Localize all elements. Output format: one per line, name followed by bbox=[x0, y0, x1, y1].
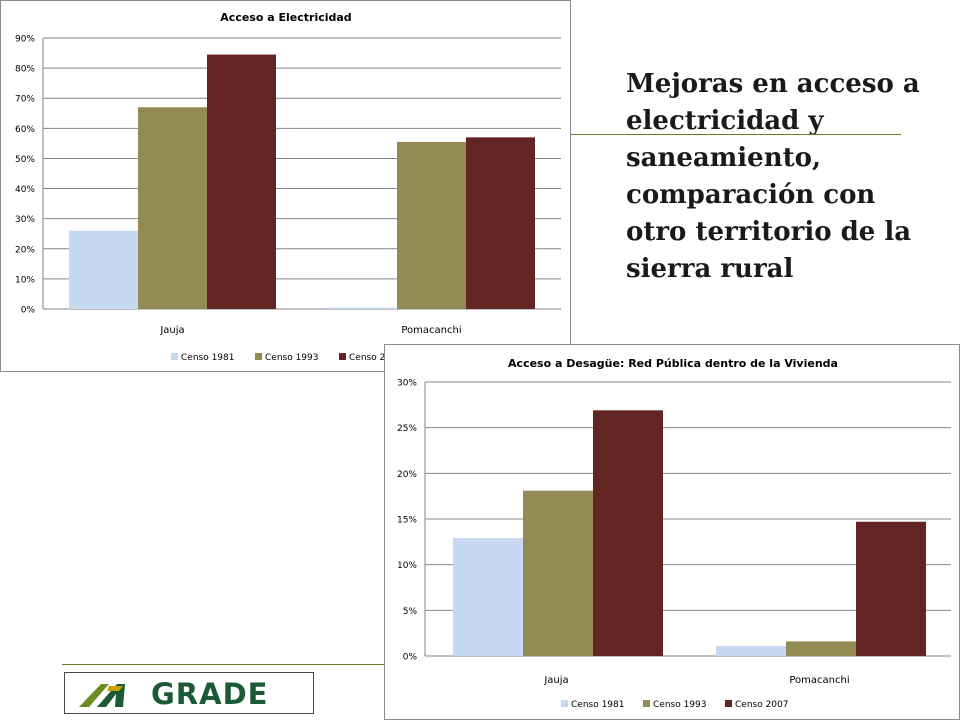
chart-title: Acceso a Desagüe: Red Pública dentro de … bbox=[508, 357, 838, 370]
bar-jauja-censo-1981 bbox=[453, 538, 523, 656]
grade-logo-icon bbox=[79, 684, 125, 707]
bar-pomacanchi-censo-2007 bbox=[466, 137, 535, 309]
legend-label: Censo 2007 bbox=[735, 700, 789, 710]
y-tick-label: 90% bbox=[15, 35, 35, 45]
y-tick-label: 40% bbox=[15, 185, 35, 195]
title-divider bbox=[571, 134, 901, 135]
electricity-chart: Acceso a Electricidad 0% 10% 20% 30% 40% 50% 60… bbox=[0, 0, 571, 372]
legend-label: Censo 1993 bbox=[653, 700, 707, 710]
x-category-label: Pomacanchi bbox=[789, 675, 849, 686]
y-tick-label: 0% bbox=[403, 653, 418, 663]
bar-jauja-censo-1993 bbox=[138, 107, 207, 309]
y-tick-label: 30% bbox=[15, 215, 35, 225]
bar-jauja-censo-1993 bbox=[523, 490, 593, 656]
y-tick-label: 15% bbox=[397, 516, 417, 526]
legend-swatch bbox=[561, 700, 568, 707]
bar-pomacanchi-censo-1993 bbox=[786, 641, 856, 656]
y-tick-label: 25% bbox=[397, 424, 417, 434]
legend-label: Censo 2007 bbox=[349, 353, 403, 363]
legend-label: Censo 1993 bbox=[265, 353, 319, 363]
grade-logo: GRADE bbox=[64, 672, 314, 714]
bar-pomacanchi-censo-1981 bbox=[328, 307, 397, 309]
y-tick-label: 0% bbox=[21, 306, 36, 316]
y-tick-label: 20% bbox=[397, 470, 417, 480]
y-tick-label: 80% bbox=[15, 65, 35, 75]
bar-pomacanchi-censo-2007 bbox=[856, 521, 926, 656]
y-tick-label: 20% bbox=[15, 245, 35, 255]
y-tick-label: 70% bbox=[15, 95, 35, 105]
x-category-label: Jauja bbox=[543, 675, 568, 686]
logo-text: GRADE bbox=[151, 677, 269, 711]
y-tick-label: 10% bbox=[397, 561, 417, 571]
y-tick-label: 60% bbox=[15, 125, 35, 135]
legend-swatch bbox=[255, 353, 262, 360]
x-category-label: Pomacanchi bbox=[401, 325, 461, 336]
legend-label: Censo 1981 bbox=[571, 700, 625, 710]
chart-svg: Acceso a Electricidad 0% 10% 20% 30% 40% 50% 60… bbox=[15, 11, 561, 363]
legend-swatch bbox=[339, 353, 346, 360]
chart-title: Acceso a Electricidad bbox=[220, 11, 351, 24]
y-tick-label: 5% bbox=[403, 607, 418, 617]
y-tick-label: 50% bbox=[15, 155, 35, 165]
x-category-label: Jauja bbox=[159, 325, 184, 336]
legend-swatch bbox=[171, 353, 178, 360]
legend-swatch bbox=[643, 700, 650, 707]
slide-title: Mejoras en acceso a electricidad y sanea… bbox=[626, 69, 920, 284]
bar-jauja-censo-2007 bbox=[593, 410, 663, 656]
legend-swatch bbox=[725, 700, 732, 707]
chart-svg: Acceso a Desagüe: Red Pública dentro de … bbox=[397, 357, 951, 710]
y-tick-label: 10% bbox=[15, 275, 35, 285]
y-tick-label: 30% bbox=[397, 379, 417, 389]
bar-pomacanchi-censo-1993 bbox=[397, 141, 466, 309]
bar-jauja-censo-2007 bbox=[207, 54, 276, 309]
sewage-chart: Acceso a Desagüe: Red Pública dentro de … bbox=[384, 344, 960, 720]
footer-divider bbox=[62, 664, 384, 665]
bar-pomacanchi-censo-1981 bbox=[716, 645, 786, 656]
bar-jauja-censo-1981 bbox=[69, 230, 138, 309]
legend-label: Censo 1981 bbox=[181, 353, 235, 363]
